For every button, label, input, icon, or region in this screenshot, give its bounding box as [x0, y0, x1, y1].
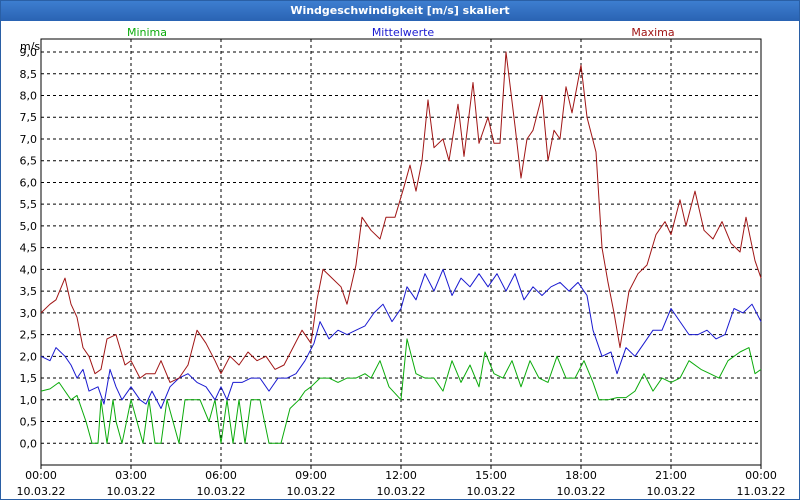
chart-title: Windgeschwindigkeit [m/s] skaliert [1, 1, 799, 21]
x-tick-time-label: 06:00 [205, 469, 237, 482]
x-tick-time-label: 09:00 [295, 469, 327, 482]
y-tick-label: 8,5 [20, 68, 38, 81]
x-tick-time-label: 18:00 [565, 469, 597, 482]
legend-minima: Minima [127, 26, 167, 39]
x-tick-date-label: 10.03.22 [17, 485, 66, 498]
x-tick-date-label: 10.03.22 [467, 485, 516, 498]
x-tick-date-label: 11.03.22 [737, 485, 786, 498]
x-tick-time-label: 12:00 [385, 469, 417, 482]
y-tick-label: 4,0 [20, 263, 38, 276]
x-tick-time-label: 00:00 [25, 469, 57, 482]
x-tick-date-label: 10.03.22 [197, 485, 246, 498]
x-tick-time-label: 21:00 [655, 469, 687, 482]
y-tick-label: 6,0 [20, 176, 38, 189]
y-tick-label: 0,0 [20, 437, 38, 450]
x-tick-time-label: 15:00 [475, 469, 507, 482]
y-tick-label: 7,0 [20, 133, 38, 146]
x-tick-date-label: 10.03.22 [647, 485, 696, 498]
x-tick-date-label: 10.03.22 [377, 485, 426, 498]
y-tick-label: 7,5 [20, 111, 38, 124]
x-tick-time-label: 03:00 [115, 469, 147, 482]
y-axis-label: m/s [20, 40, 40, 53]
y-tick-label: 8,0 [20, 90, 38, 103]
y-tick-label: 1,0 [20, 394, 38, 407]
y-tick-label: 5,5 [20, 198, 38, 211]
x-tick-date-label: 10.03.22 [287, 485, 336, 498]
y-tick-label: 0,5 [20, 416, 38, 429]
legend-mittelwerte: Mittelwerte [372, 26, 435, 39]
series-line-minima [40, 338, 762, 444]
y-tick-label: 6,5 [20, 155, 38, 168]
y-tick-label: 3,0 [20, 307, 38, 320]
x-tick-time-label: 00:00 [745, 469, 777, 482]
y-tick-label: 2,5 [20, 329, 38, 342]
legend-maxima: Maxima [631, 26, 674, 39]
y-tick-label: 9,0 [20, 46, 38, 59]
x-tick-date-label: 10.03.22 [557, 485, 606, 498]
wind-speed-chart: 0,0 0,5 1,0 1,5 2,0 2,5 3,0 3,5 4,0 4,5 5,0 5,5 6,0 6… [17, 26, 786, 498]
series-line-mittelwerte [40, 268, 762, 409]
y-tick-label: 5,0 [20, 220, 38, 233]
x-tick-date-label: 10.03.22 [107, 485, 156, 498]
y-tick-label: 1,5 [20, 372, 38, 385]
y-tick-label: 4,5 [20, 242, 38, 255]
series-line-maxima [40, 51, 762, 383]
y-tick-label: 3,5 [20, 285, 38, 298]
y-tick-label: 2,0 [20, 350, 38, 363]
